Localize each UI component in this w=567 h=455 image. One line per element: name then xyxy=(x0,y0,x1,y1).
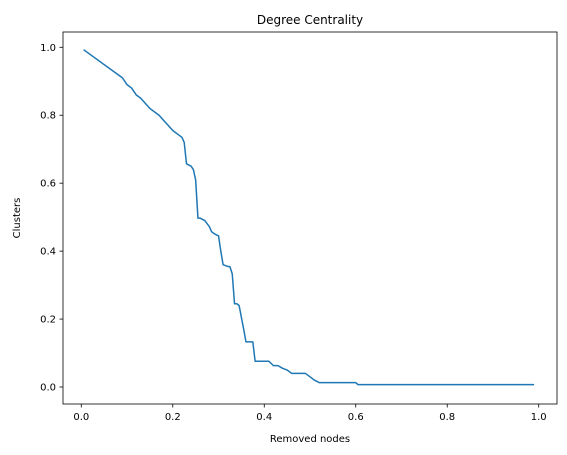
y-tick-label: 0.2 xyxy=(40,315,56,326)
x-tick-label: 0.6 xyxy=(348,412,364,423)
x-tick-label: 0.0 xyxy=(73,412,89,423)
x-tick-label: 0.4 xyxy=(256,412,272,423)
y-tick-label: 1.0 xyxy=(40,43,56,54)
y-tick-label: 0.4 xyxy=(40,247,56,258)
axes-frame xyxy=(62,31,558,405)
series-line-0 xyxy=(83,49,535,386)
x-tick-label: 0.8 xyxy=(439,412,455,423)
line-layer xyxy=(83,49,535,386)
x-axis-label: Removed nodes xyxy=(270,434,350,445)
axes: 0.0 0.2 0.4 0.6 0.8 1.0 0.0 0.2 0.4 0.6 0.8 1.0 xyxy=(40,31,558,423)
y-tick-label: 0.8 xyxy=(40,111,56,122)
y-tick-label: 0.6 xyxy=(40,179,56,190)
chart-title: Degree Centrality xyxy=(257,13,363,27)
y-axis-label: Clusters xyxy=(12,198,23,239)
x-tick-label: 1.0 xyxy=(531,412,547,423)
y-tick-label: 0.0 xyxy=(40,383,56,394)
x-tick-label: 0.2 xyxy=(165,412,181,423)
